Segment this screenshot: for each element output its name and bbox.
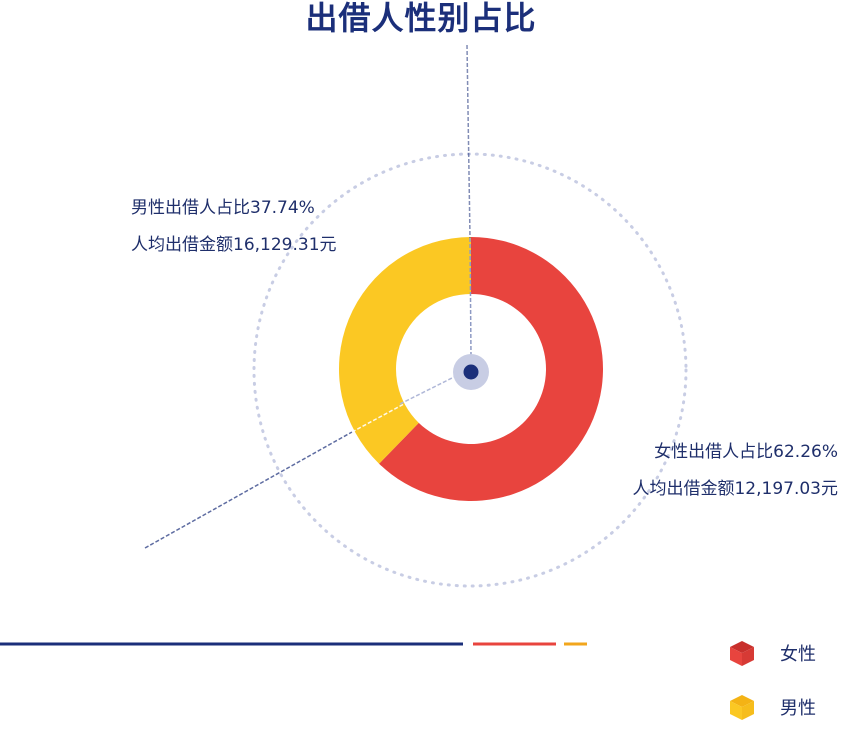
male-annotation: 男性出借人占比37.74% 人均出借金额16,129.31元: [131, 190, 337, 264]
leader-line-vertical-inner: [469, 237, 472, 357]
legend-label-female: 女性: [780, 644, 816, 665]
chart-title: 出借人性别占比: [305, 0, 537, 37]
female-avg-label: 人均出借金额12,197.03元: [632, 479, 838, 499]
male-ratio-label: 男性出借人占比37.74%: [131, 198, 315, 218]
female-ratio-label: 女性出借人占比62.26%: [654, 442, 838, 462]
dotted-outer-ring: [252, 152, 688, 588]
legend-item-female: 女性: [728, 626, 838, 680]
female-cube-icon: [730, 641, 754, 666]
donut-slice-male: [338, 237, 471, 464]
donut-slice-female: [379, 237, 603, 502]
center-dot: [463, 364, 479, 380]
female-annotation: 女性出借人占比62.26% 人均出借金额12,197.03元: [632, 434, 838, 508]
leader-line-vertical-top: [466, 44, 471, 239]
donut-slices: [338, 237, 603, 502]
male-avg-label: 人均出借金额16,129.31元: [131, 235, 337, 255]
legend-item-male: 男性: [728, 680, 838, 734]
legend: 女性 男性: [728, 626, 838, 734]
leader-line-diagonal-hole: [399, 375, 457, 405]
legend-label-male: 男性: [780, 698, 816, 719]
donut-chart: [0, 44, 688, 646]
male-cube-icon: [730, 695, 754, 720]
leader-line-diagonal-outer: [144, 431, 353, 549]
